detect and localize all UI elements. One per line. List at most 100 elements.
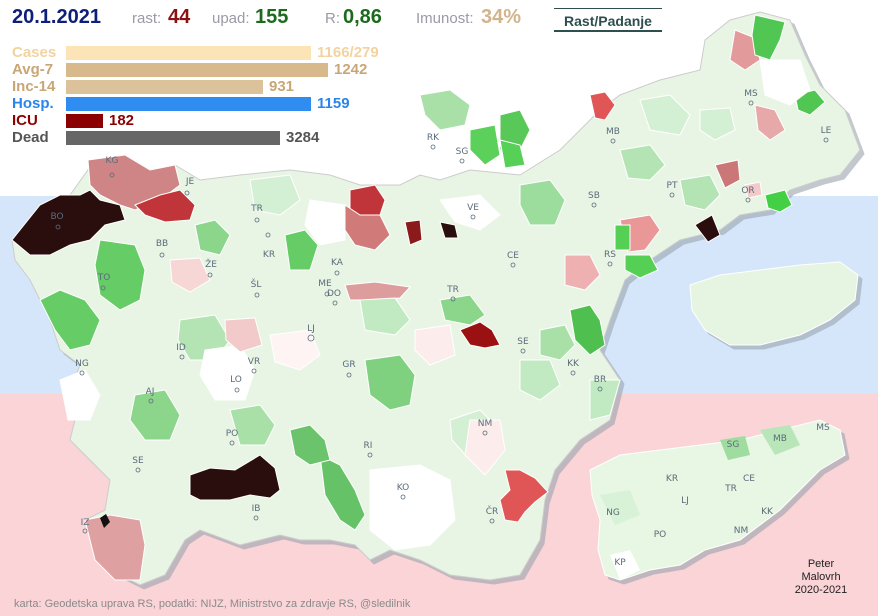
svg-text:LJ: LJ: [307, 324, 315, 334]
author-line: Malovrh: [801, 571, 841, 583]
stat-bar: [66, 97, 311, 111]
svg-text:SE: SE: [517, 337, 529, 347]
source-credit: karta: Geodetska uprava RS, podatki: NIJ…: [14, 598, 411, 610]
svg-text:NG: NG: [606, 508, 620, 518]
city-labels: KG JE BO TR BB KR ŽE ŠL TO KA ME DO LJ I…: [50, 89, 831, 528]
author-line: 2020-2021: [794, 584, 848, 596]
svg-text:ŽE: ŽE: [205, 258, 217, 270]
svg-text:IZ: IZ: [81, 518, 90, 528]
svg-text:MB: MB: [606, 127, 620, 137]
svg-text:NG: NG: [75, 359, 89, 369]
svg-text:KA: KA: [331, 258, 344, 268]
stat-row-dead: Dead 3284: [12, 129, 432, 146]
stat-row-avg7: Avg-7 1242: [12, 61, 432, 78]
svg-text:SG: SG: [456, 147, 469, 157]
stat-bar: [66, 131, 280, 145]
author-line: Peter: [807, 558, 835, 570]
stat-value: 1159: [317, 95, 350, 112]
svg-text:IB: IB: [252, 504, 261, 514]
svg-text:SE: SE: [132, 456, 144, 466]
stat-label: Cases: [12, 44, 57, 61]
svg-text:BR: BR: [594, 375, 606, 385]
mini-city-labels: SG MB MS KR TR CE LJ NG PO NM KK KP: [606, 423, 830, 568]
svg-text:VE: VE: [467, 203, 479, 213]
imunost-label: Imunost:: [416, 10, 474, 27]
svg-text:MB: MB: [773, 434, 787, 444]
svg-text:GR: GR: [342, 360, 355, 370]
rast-padanje-toggle[interactable]: Rast/Padanje: [554, 8, 662, 32]
r-label: R:: [325, 10, 340, 27]
stat-label: Hosp.: [12, 95, 54, 112]
city-markers: [55, 100, 829, 534]
svg-text:KG: KG: [106, 156, 119, 166]
svg-text:BB: BB: [156, 239, 168, 249]
svg-text:MS: MS: [744, 89, 758, 99]
svg-text:MS: MS: [816, 423, 830, 433]
svg-text:KP: KP: [614, 558, 626, 568]
svg-text:LO: LO: [230, 375, 242, 385]
svg-text:CE: CE: [743, 474, 755, 484]
svg-text:OR: OR: [741, 186, 754, 196]
stat-row-hosp: Hosp. 1159: [12, 95, 432, 112]
svg-text:RI: RI: [364, 441, 373, 451]
stat-bar: [66, 114, 103, 128]
svg-text:LE: LE: [821, 126, 832, 136]
svg-text:TR: TR: [724, 484, 737, 494]
svg-text:ID: ID: [176, 343, 186, 353]
svg-text:KR: KR: [263, 250, 275, 260]
stat-row-inc14: Inc-14 931: [12, 78, 432, 95]
svg-text:KK: KK: [761, 507, 774, 517]
rast-label: rast:: [132, 10, 162, 27]
svg-text:PO: PO: [226, 429, 239, 439]
svg-text:NM: NM: [478, 419, 493, 429]
svg-text:KK: KK: [567, 359, 580, 369]
stat-label: Avg-7: [12, 61, 54, 78]
stat-bar: [66, 63, 328, 77]
svg-text:ČR: ČR: [486, 505, 499, 517]
svg-text:KR: KR: [666, 474, 678, 484]
svg-text:RK: RK: [427, 133, 440, 143]
stat-bar: [66, 80, 263, 94]
svg-text:SG: SG: [727, 440, 740, 450]
stat-value: 3284: [286, 129, 320, 146]
header-bar: 20.1.2021 rast: 44 upad: 155 R: 0,86 Imu…: [12, 6, 872, 34]
svg-text:CE: CE: [507, 251, 519, 261]
stat-label: Inc-14: [12, 78, 56, 95]
stat-value: 182: [109, 112, 135, 129]
r-value: 0,86: [343, 6, 382, 28]
svg-text:TR: TR: [446, 285, 459, 295]
svg-text:SB: SB: [588, 191, 600, 201]
coast-marker-icon: [100, 514, 110, 528]
svg-text:TR: TR: [250, 204, 263, 214]
svg-text:PO: PO: [654, 530, 667, 540]
svg-text:TO: TO: [97, 273, 111, 283]
stat-label: Dead: [12, 129, 49, 146]
svg-text:ME: ME: [318, 279, 332, 289]
stat-bar: [66, 46, 311, 60]
svg-text:PT: PT: [667, 181, 678, 191]
svg-text:KO: KO: [397, 483, 410, 493]
svg-text:VR: VR: [248, 357, 260, 367]
svg-text:ŠL: ŠL: [251, 278, 262, 290]
stat-row-icu: ICU 182: [12, 112, 432, 129]
svg-text:RS: RS: [604, 250, 616, 260]
svg-text:DO: DO: [327, 289, 341, 299]
svg-text:AJ: AJ: [146, 387, 155, 397]
stat-value: 1166/279: [317, 44, 379, 61]
stat-row-cases: Cases 1166/279: [12, 44, 432, 61]
stat-value: 931: [269, 78, 295, 95]
upad-value: 155: [255, 6, 289, 28]
rast-value: 44: [168, 6, 191, 28]
svg-text:BO: BO: [50, 212, 63, 222]
upad-label: upad:: [212, 10, 250, 27]
mini-map-upper: [689, 261, 859, 346]
svg-text:LJ: LJ: [681, 496, 689, 506]
author-credit: Peter Malovrh 2020-2021: [786, 558, 856, 597]
svg-text:NM: NM: [734, 526, 749, 536]
imunost-value: 34%: [481, 6, 522, 28]
stat-label: ICU: [12, 112, 38, 129]
date-label: 20.1.2021: [12, 6, 101, 28]
district-patches: [11, 14, 826, 581]
svg-text:JE: JE: [185, 177, 195, 187]
